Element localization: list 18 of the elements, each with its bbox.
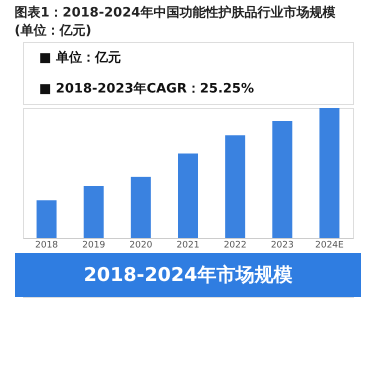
text: 2018-2024年市场规模 [84, 264, 292, 286]
bar [36, 200, 57, 238]
text: ■ 2018-2023年CAGR：25.25% [39, 82, 254, 96]
bar [319, 108, 340, 238]
chart-title: 图表1：2018-2024年中国功能性护肤品行业市场规模(单位：亿元) [14, 4, 336, 38]
bar [178, 154, 198, 238]
x-tick-label: 2022 [224, 240, 247, 250]
x-tick-label: 2024E [315, 240, 344, 250]
x-tick-label: 2020 [129, 240, 153, 250]
x-tick-label: 2021 [176, 240, 200, 250]
x-tick-label: 2019 [82, 240, 106, 250]
x-tick-label: 2018 [35, 240, 58, 250]
bar [272, 121, 292, 238]
text: ■ 单位：亿元 [39, 50, 121, 66]
bar [84, 186, 104, 238]
bar [130, 176, 151, 238]
x-tick-label: 2023 [270, 240, 294, 250]
bar [225, 135, 246, 238]
